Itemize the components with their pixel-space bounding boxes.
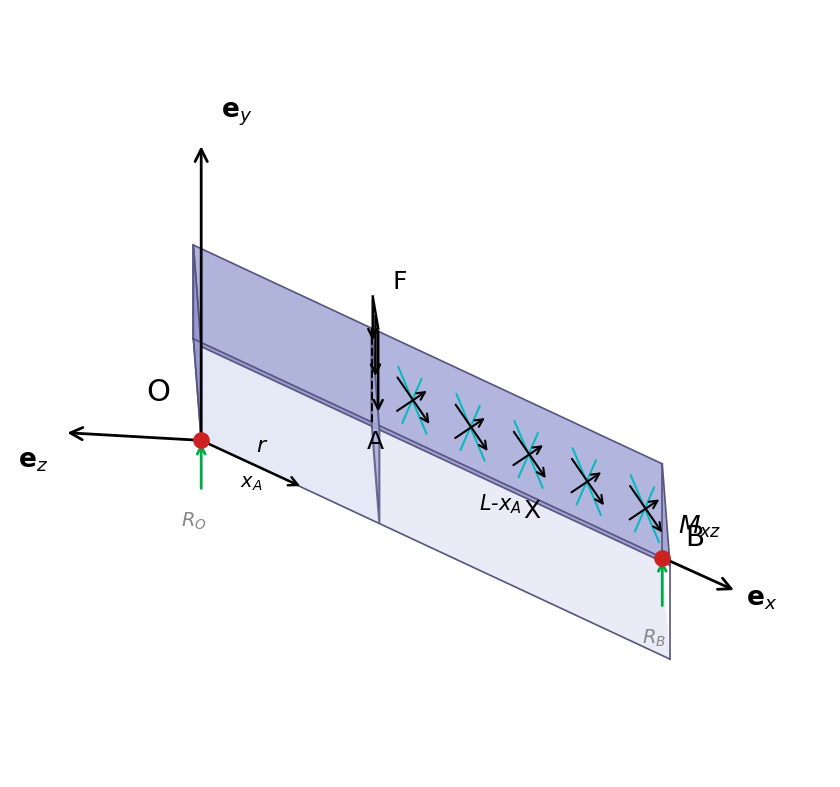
Polygon shape — [371, 328, 670, 565]
Text: $\mathbf{e}_z$: $\mathbf{e}_z$ — [18, 449, 48, 475]
Text: $R_O$: $R_O$ — [181, 511, 207, 532]
Polygon shape — [193, 245, 202, 441]
Text: F: F — [392, 270, 407, 294]
Text: O: O — [146, 379, 171, 408]
Polygon shape — [371, 328, 380, 523]
Text: $\mathbf{e}_x$: $\mathbf{e}_x$ — [746, 586, 777, 611]
Text: $x_A$: $x_A$ — [240, 474, 263, 493]
Text: B: B — [685, 524, 705, 552]
Text: $L$-$x_A$: $L$-$x_A$ — [480, 493, 522, 516]
Text: $\mathbf{e}_y$: $\mathbf{e}_y$ — [221, 101, 252, 127]
Text: $R_B$: $R_B$ — [643, 628, 666, 649]
Text: A: A — [367, 430, 384, 454]
Polygon shape — [193, 245, 371, 422]
Polygon shape — [371, 422, 670, 660]
Polygon shape — [193, 338, 380, 523]
Text: X: X — [523, 499, 540, 523]
Text: $r$: $r$ — [256, 436, 268, 456]
Polygon shape — [371, 328, 662, 558]
Polygon shape — [193, 245, 380, 430]
Text: $M_{xz}$: $M_{xz}$ — [678, 514, 722, 541]
